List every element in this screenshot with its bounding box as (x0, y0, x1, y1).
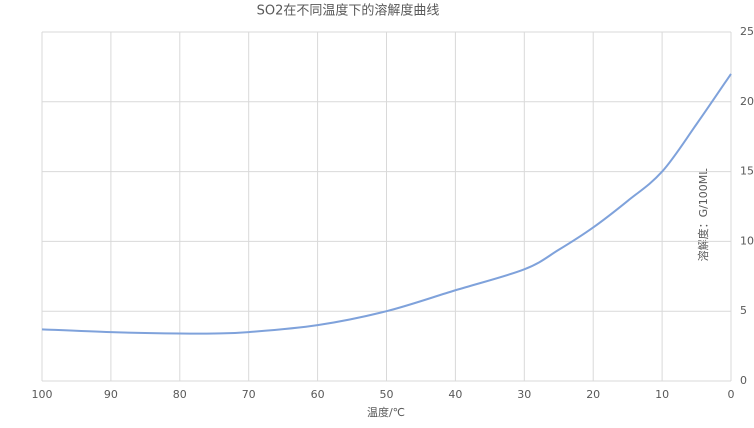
x-tick-label: 10 (655, 388, 669, 401)
chart-title: SO2在不同温度下的溶解度曲线 (257, 3, 440, 19)
x-tick-label: 70 (242, 388, 256, 401)
x-axis-label: 温度/℃ (367, 405, 405, 419)
y-tick-label: 5 (740, 304, 747, 317)
x-tick-label: 0 (728, 388, 735, 401)
data-line (41, 73, 732, 335)
x-tick-label: 20 (586, 388, 600, 401)
x-tick-label: 60 (311, 388, 325, 401)
y-tick-label: 25 (740, 25, 754, 38)
x-tick-label: 50 (380, 388, 394, 401)
y-tick-label: 20 (740, 95, 754, 108)
y-axis-label: 溶解度：G/100ML (696, 168, 710, 262)
x-tick-label: 30 (517, 388, 531, 401)
x-tick-label: 40 (448, 388, 462, 401)
x-tick-label: 90 (104, 388, 118, 401)
x-tick-label: 80 (173, 388, 187, 401)
y-tick-label: 10 (740, 234, 754, 247)
y-tick-label: 15 (740, 165, 754, 178)
y-tick-label: 0 (740, 374, 747, 387)
x-tick-label: 100 (32, 388, 53, 401)
